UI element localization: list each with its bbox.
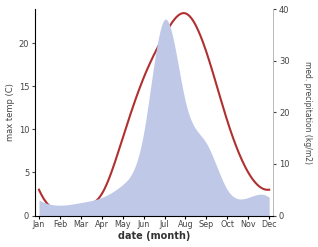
Y-axis label: med. precipitation (kg/m2): med. precipitation (kg/m2): [303, 61, 313, 164]
X-axis label: date (month): date (month): [118, 231, 190, 242]
Y-axis label: max temp (C): max temp (C): [5, 83, 15, 141]
